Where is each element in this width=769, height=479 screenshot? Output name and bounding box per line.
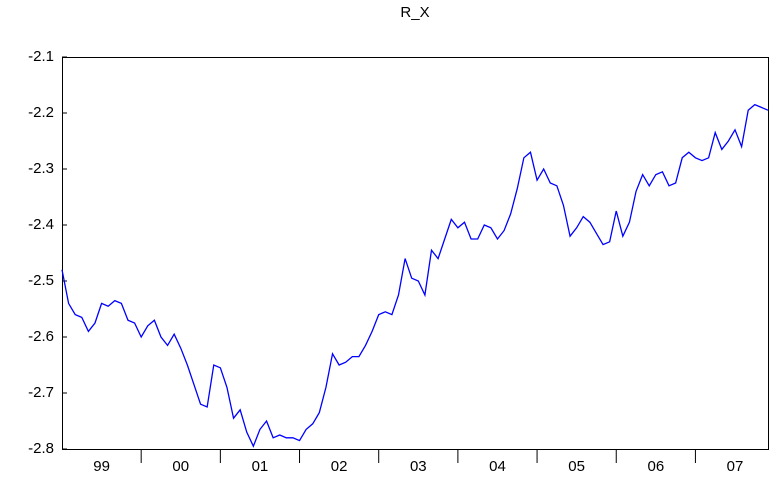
x-tick-label: 07 [727, 458, 744, 475]
y-tick-label: -2.4 [28, 216, 54, 233]
y-tick-label: -2.7 [28, 384, 54, 401]
x-tick-label: 99 [93, 458, 110, 475]
y-tick-label: -2.5 [28, 272, 54, 289]
x-tick-label: 00 [172, 458, 189, 475]
plot-frame [62, 57, 769, 450]
y-tick-label: -2.3 [28, 160, 54, 177]
x-tick-label: 04 [489, 458, 506, 475]
x-tick-label: 03 [410, 458, 427, 475]
data-line [61, 103, 769, 448]
y-tick-label: -2.2 [28, 104, 54, 121]
x-tick-label: 06 [647, 458, 664, 475]
y-tick-label: -2.8 [28, 440, 54, 457]
y-tick-label: -2.6 [28, 328, 54, 345]
chart-title: R_X [400, 4, 429, 21]
x-tick-label: 01 [252, 458, 269, 475]
x-tick-label: 02 [331, 458, 348, 475]
x-tick-label: 05 [568, 458, 585, 475]
y-tick-label: -2.1 [28, 48, 54, 65]
